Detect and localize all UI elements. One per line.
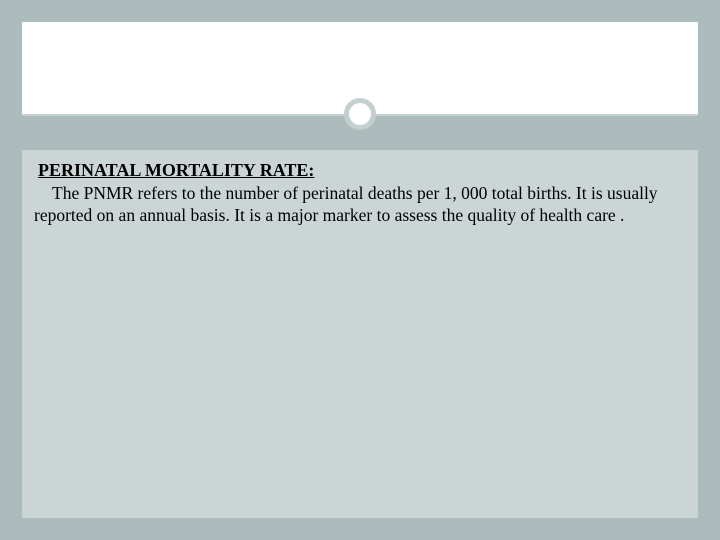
slide-body-text: The PNMR refers to the number of perinat…	[34, 183, 686, 227]
content-panel: PERINATAL MORTALITY RATE: The PNMR refer…	[22, 150, 698, 518]
circle-decoration	[344, 98, 376, 130]
slide-heading: PERINATAL MORTALITY RATE:	[34, 160, 686, 181]
